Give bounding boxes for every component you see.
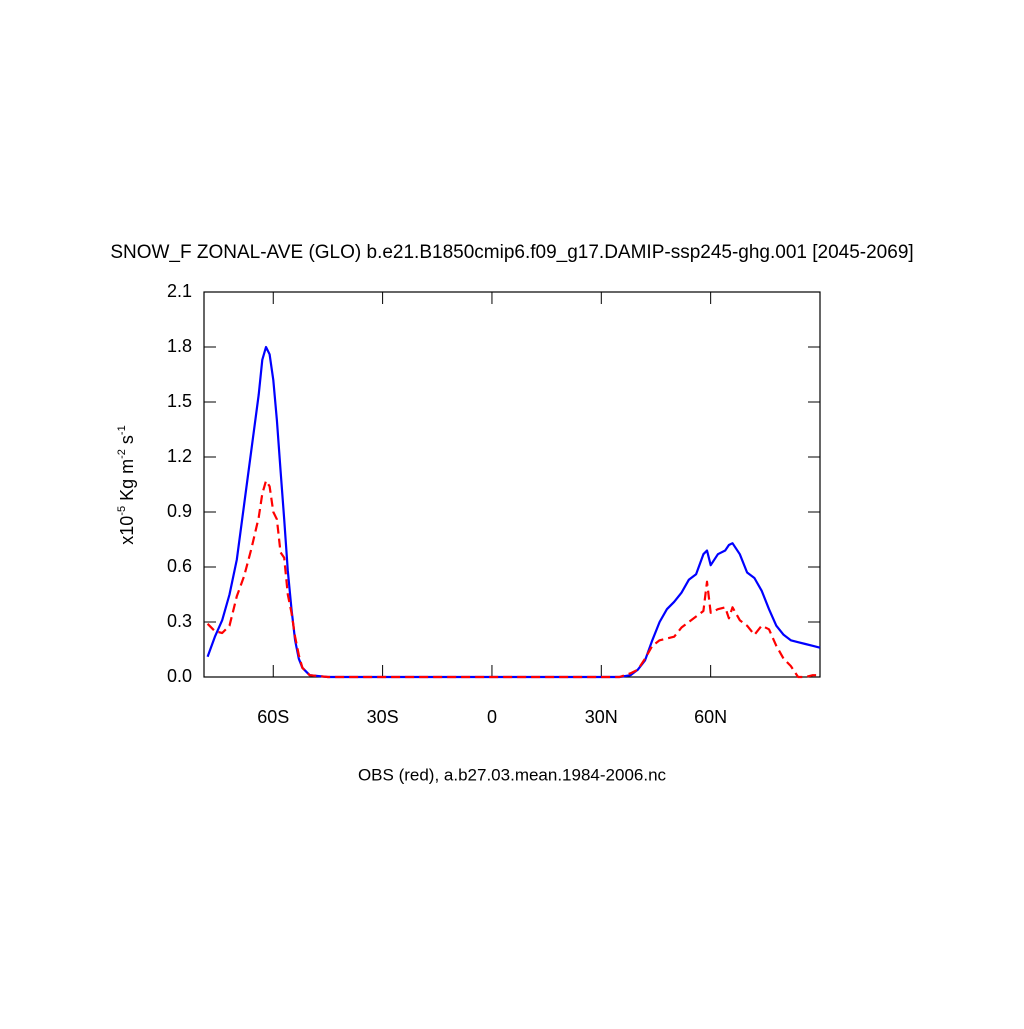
x-tick-label: 60N	[694, 707, 727, 727]
series-line	[206, 345, 821, 679]
x-tick-label: 0	[487, 707, 497, 727]
y-tick-label: 1.8	[167, 336, 192, 356]
x-tick-label: 30S	[367, 707, 399, 727]
y-tick-label: 0.9	[167, 501, 192, 521]
y-tick-label: 2.1	[167, 281, 192, 301]
y-tick-label: 0.3	[167, 611, 192, 631]
y-axis-label: x10-5 Kg m-2 s-1	[116, 425, 137, 544]
plot-frame	[203, 291, 821, 678]
y-axis-label-text: Kg m	[117, 459, 137, 506]
y-axis-label-text: x10	[117, 516, 137, 545]
x-tick-label: 60S	[257, 707, 289, 727]
y-tick-label: 0.0	[167, 666, 192, 686]
x-tick-label: 30N	[585, 707, 618, 727]
y-axis-label-text: s	[117, 435, 137, 449]
y-axis-label-exponent: -5	[116, 506, 128, 516]
chart-title: SNOW_F ZONAL-AVE (GLO) b.e21.B1850cmip6.…	[110, 242, 913, 263]
y-axis-label-exponent: -1	[116, 425, 128, 435]
y-tick-label: 0.6	[167, 556, 192, 576]
y-axis-label-exponent: -2	[116, 449, 128, 459]
y-tick-label: 1.5	[167, 391, 192, 411]
series-line	[206, 479, 820, 679]
chart-subtitle: OBS (red), a.b27.03.mean.1984-2006.nc	[358, 765, 667, 784]
y-tick-label: 1.2	[167, 446, 192, 466]
